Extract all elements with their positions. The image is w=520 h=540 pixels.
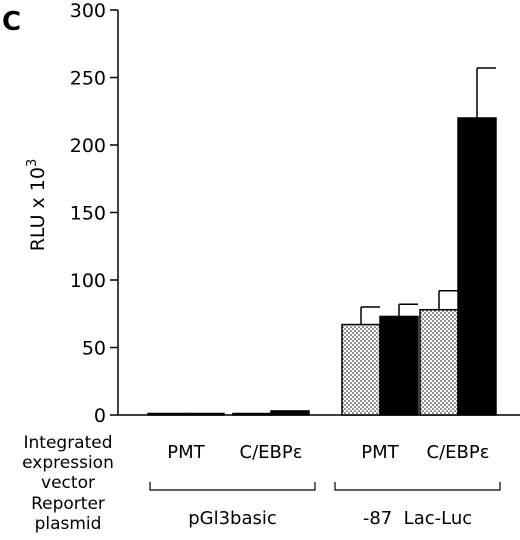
bar bbox=[185, 412, 225, 416]
row-label-reporter-plasmid: Reporter plasmid bbox=[31, 494, 105, 534]
group-label: pGl3basic bbox=[188, 508, 277, 529]
category-label: C/EBPε bbox=[240, 442, 303, 463]
y-ticks: 0 50 100 150 200 250 300 bbox=[70, 0, 118, 427]
row-label-line: plasmid bbox=[35, 514, 102, 534]
bar bbox=[341, 323, 381, 416]
bar bbox=[419, 308, 459, 416]
category-label: PMT bbox=[167, 442, 205, 463]
group-label: -87 Lac-Luc bbox=[363, 508, 472, 529]
error-bars bbox=[360, 67, 496, 325]
y-tick-label: 50 bbox=[82, 338, 106, 360]
category-label: C/EBPε bbox=[427, 442, 490, 463]
y-axis-label: RLU x 103 bbox=[25, 159, 49, 252]
bars bbox=[147, 117, 497, 416]
y-tick-label: 200 bbox=[70, 135, 106, 157]
y-tick-label: 250 bbox=[70, 68, 106, 90]
row-label-line: vector bbox=[41, 473, 95, 493]
y-axis-label-exponent: 3 bbox=[25, 159, 40, 167]
row-label-integrated-expression-vector: Integrated expression vector bbox=[22, 433, 114, 493]
panel-label: C bbox=[2, 7, 21, 37]
bar bbox=[379, 315, 419, 416]
group-bracket bbox=[334, 482, 501, 491]
group-bracket bbox=[149, 482, 316, 491]
group-brackets: pGl3basic -87 Lac-Luc bbox=[149, 482, 501, 529]
y-tick-label: 300 bbox=[70, 0, 106, 22]
y-tick-label: 100 bbox=[70, 270, 106, 292]
y-axis-label-text: RLU x 10 bbox=[27, 167, 49, 251]
y-tick-label: 150 bbox=[70, 203, 106, 225]
y-tick-label: 0 bbox=[94, 405, 106, 427]
category-label: PMT bbox=[361, 442, 399, 463]
row-label-line: Integrated bbox=[23, 433, 112, 453]
bar bbox=[270, 410, 310, 416]
bar bbox=[457, 117, 497, 416]
bar bbox=[232, 412, 272, 416]
category-labels: PMT C/EBPε PMT C/EBPε bbox=[167, 442, 489, 463]
row-label-line: Reporter bbox=[31, 494, 105, 514]
bar bbox=[147, 412, 187, 416]
row-label-line: expression bbox=[22, 453, 114, 473]
